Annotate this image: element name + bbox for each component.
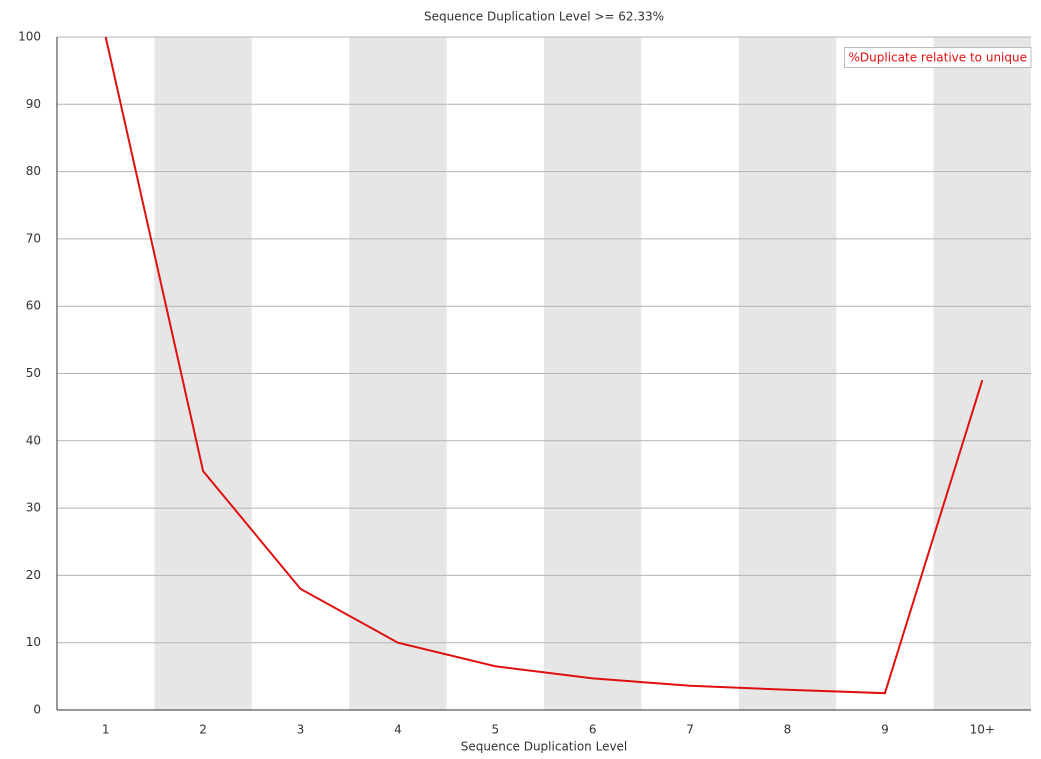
x-tick-label: 2	[199, 723, 207, 737]
x-tick-label: 1	[102, 723, 110, 737]
data-line	[104, 36, 984, 695]
x-tick-label: 4	[394, 723, 402, 737]
y-tick-label: 50	[26, 366, 41, 380]
x-tick-label: 6	[589, 723, 597, 737]
x-tick-label: 5	[491, 723, 499, 737]
x-axis-label: Sequence Duplication Level	[461, 740, 628, 754]
y-tick-label: 0	[33, 703, 41, 717]
x-tick-label: 8	[784, 723, 792, 737]
legend-label: %Duplicate relative to unique	[849, 51, 1027, 65]
y-tick-label: 40	[26, 433, 41, 447]
chart-title: Sequence Duplication Level >= 62.33%	[424, 10, 664, 24]
y-tick-label: 80	[26, 164, 41, 178]
y-tick-label: 90	[26, 97, 41, 111]
x-tick-label: 10+	[970, 723, 995, 737]
y-tick-label: 30	[26, 501, 41, 515]
x-tick-label: 3	[297, 723, 305, 737]
y-tick-label: 70	[26, 231, 41, 245]
y-tick-label: 100	[18, 30, 41, 44]
x-tick-label: 9	[881, 723, 889, 737]
legend-box	[844, 47, 1032, 68]
x-tick-label: 7	[686, 723, 694, 737]
y-tick-label: 10	[26, 635, 41, 649]
y-tick-label: 60	[26, 299, 41, 313]
y-tick-label: 20	[26, 568, 41, 582]
